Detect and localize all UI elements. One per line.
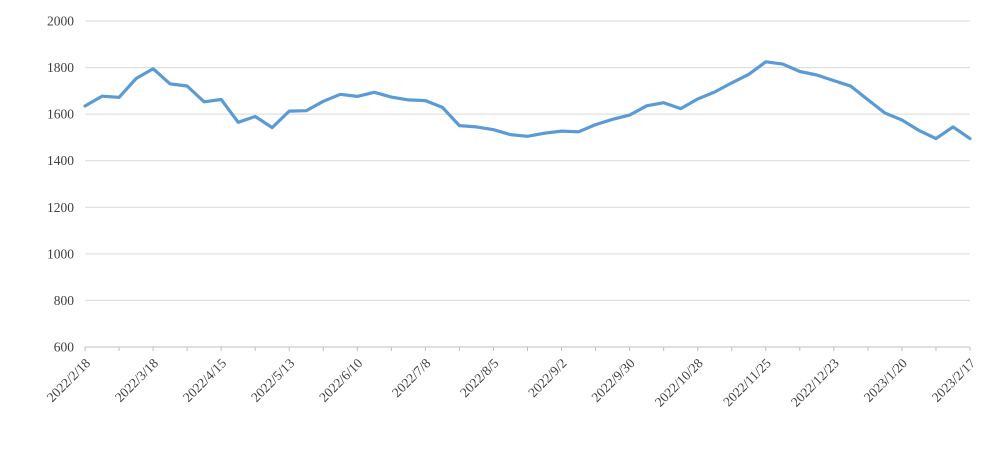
y-axis-tick-label: 1000 xyxy=(47,246,74,261)
y-axis-tick-label: 1200 xyxy=(47,200,74,215)
x-axis-tick-label: 2022/9/2 xyxy=(525,356,570,401)
x-axis-tick-label: 2022/6/10 xyxy=(316,355,365,404)
y-axis-tick-label: 2000 xyxy=(47,14,74,29)
x-axis-tick-label: 2023/1/20 xyxy=(861,355,910,404)
x-axis-tick-label: 2022/8/5 xyxy=(457,355,502,400)
x-axis-tick-label: 2023/2/17 xyxy=(929,355,978,404)
y-axis-tick-label: 600 xyxy=(54,340,75,355)
y-axis-tick-label: 1400 xyxy=(47,153,74,168)
x-axis-tick-label: 2022/7/8 xyxy=(389,355,434,400)
x-axis-tick-label: 2022/9/30 xyxy=(588,355,637,404)
y-axis-tick-label: 1800 xyxy=(47,60,74,75)
x-axis-tick-label: 2022/10/28 xyxy=(652,355,706,409)
x-axis-tick-label: 2022/5/13 xyxy=(248,355,297,404)
x-axis-tick-label: 2022/3/18 xyxy=(112,355,161,404)
x-axis-tick-label: 2022/12/23 xyxy=(788,355,842,409)
x-axis-tick-label: 2022/11/25 xyxy=(720,355,774,409)
y-axis-tick-label: 800 xyxy=(54,293,75,308)
y-axis-tick-label: 1600 xyxy=(47,107,74,122)
x-axis-tick-label: 2022/4/15 xyxy=(180,355,229,404)
series-line xyxy=(83,60,972,141)
x-axis-tick-label: 2022/2/18 xyxy=(44,355,93,404)
